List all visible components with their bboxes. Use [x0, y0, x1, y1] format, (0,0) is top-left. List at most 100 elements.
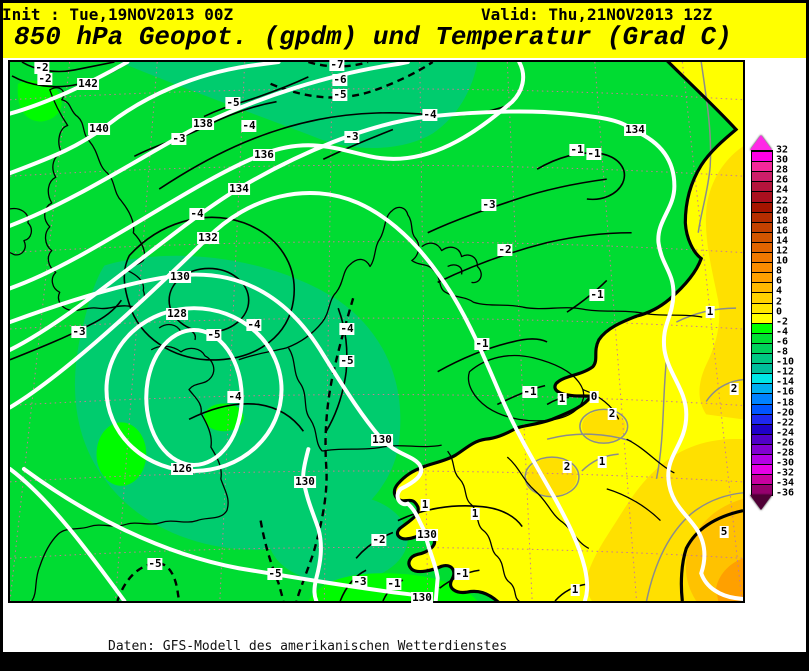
thin-isotherms	[10, 62, 632, 601]
temperature-label: 2	[562, 460, 572, 473]
map-canvas: 142 140 138 136 134 132 130 128 126 130 130 130 134 1…	[8, 58, 745, 604]
temperature-label: -4	[241, 119, 257, 132]
temperature-label: -4	[189, 207, 205, 220]
temperature-label: 1	[420, 498, 430, 511]
scale-tick-label: 14	[776, 235, 789, 247]
temperature-label: 1	[570, 583, 580, 596]
temperature-label: 1	[557, 392, 567, 405]
scale-tick-label: 6	[776, 275, 783, 287]
scale-tick-label: 20	[776, 205, 789, 217]
scale-band	[752, 211, 772, 223]
temperature-label: -1	[454, 567, 470, 580]
temperature-label: 0	[589, 390, 599, 403]
attribution-line-1: Daten: GFS-Modell des amerikanischen Wet…	[108, 639, 508, 654]
temperature-label: -1	[586, 147, 602, 160]
temperature-label: -1	[569, 143, 585, 156]
temperature-label: -5	[267, 567, 283, 580]
scale-band	[752, 363, 772, 375]
scale-tick-label: -24	[776, 427, 795, 439]
temperature-label: -2	[37, 72, 53, 85]
frame-left	[0, 0, 3, 671]
temperature-label: -5	[225, 96, 241, 109]
scale-band	[752, 292, 772, 304]
geopotential-contour-label: 136	[253, 148, 275, 161]
scale-band	[752, 342, 772, 354]
temperature-label: -7	[329, 58, 345, 71]
scale-tick-label: -8	[776, 346, 789, 358]
scale-band	[752, 403, 772, 415]
scale-tick-label: 22	[776, 195, 789, 206]
scale-tick-label: -26	[776, 437, 795, 449]
geopotential-contour-label: 140	[88, 122, 110, 135]
temperature-label: 1	[470, 507, 480, 520]
temperature-label: -5	[332, 88, 348, 101]
geopotential-contour-label: 130	[371, 433, 393, 446]
temperature-label: -4	[227, 390, 243, 403]
scale-tick-label: -30	[776, 457, 795, 469]
scale-band	[752, 443, 772, 455]
temperature-label: 2	[729, 382, 739, 395]
map-labels: 142 140 138 136 134 132 130 128 126 130 130 130 134 1…	[10, 58, 743, 604]
frame-right	[806, 0, 809, 671]
temperature-scale: 32 30 28 26 24 22 20 18 16 14 12 10 8 6 4 2 0 -2 -4 -6 -8 -10…	[750, 130, 809, 530]
geopotential-contour-label: 138	[192, 117, 214, 130]
scale-band	[752, 201, 772, 213]
temperature-label: -4	[339, 322, 355, 335]
scale-tick-label: 0	[776, 306, 783, 318]
scale-tick-label: 32	[776, 144, 789, 156]
scale-band	[752, 221, 772, 233]
temperature-label: -3	[481, 198, 497, 211]
scale-band	[752, 433, 772, 445]
temperature-label: -4	[246, 318, 262, 331]
scale-tick-label: 4	[776, 285, 783, 297]
scale-tick-label: -28	[776, 447, 795, 459]
temperature-scale-labels: 32 30 28 26 24 22 20 18 16 14 12 10 8 6 4 2 0 -2 -4 -6 -8 -10…	[776, 145, 808, 499]
scale-band	[752, 231, 772, 243]
geopotential-contour-label: 132	[197, 231, 219, 244]
valid-time-label: Valid: Thu,21NOV2013 12Z	[481, 5, 713, 24]
scale-band	[752, 322, 772, 334]
scale-arrow-up-icon	[750, 135, 772, 150]
scale-tick-label: 8	[776, 265, 783, 277]
scale-tick-label: -6	[776, 336, 789, 348]
scale-band	[752, 383, 772, 395]
temperature-scale-bands	[751, 150, 773, 496]
scale-tick-label: -32	[776, 467, 795, 479]
scale-band	[752, 373, 772, 385]
scale-tick-label: 26	[776, 174, 789, 186]
attribution: Daten: GFS-Modell des amerikanischen Wet…	[108, 609, 708, 671]
scale-band	[752, 181, 772, 193]
geopotential-contour-label: 130	[169, 270, 191, 283]
geopotential-contour-label: 130	[411, 591, 433, 604]
temperature-label: -3	[71, 325, 87, 338]
temperature-label: -3	[171, 132, 187, 145]
frame-bottom	[0, 652, 809, 671]
page-title: 850 hPa Geopot. (gpdm) und Temperatur (G…	[14, 22, 732, 52]
scale-band	[752, 161, 772, 173]
scale-tick-label: -4	[776, 326, 789, 338]
scale-band	[752, 413, 772, 425]
temperature-label: -2	[497, 243, 513, 256]
scale-band	[752, 454, 772, 466]
scale-band	[752, 302, 772, 314]
init-time-label: Init : Tue,19NOV2013 00Z	[2, 5, 234, 24]
scale-band	[752, 474, 772, 486]
geopotential-contour-label: 126	[171, 462, 193, 475]
temperature-label: -1	[522, 385, 538, 398]
init-time-row: Init : Tue,19NOV2013 00Z Valid: Thu,21NOV…	[2, 5, 807, 24]
scale-tick-label: -2	[776, 316, 789, 328]
geopotential-contour-label: 142	[77, 77, 99, 90]
scale-tick-label: 2	[776, 296, 783, 307]
temperature-label: 2	[607, 407, 617, 420]
scale-tick-label: -20	[776, 407, 795, 419]
zero-isotherm	[392, 62, 739, 601]
scale-band	[752, 282, 772, 294]
scale-tick-label: 24	[776, 184, 789, 196]
scale-tick-label: -10	[776, 356, 795, 368]
scale-band	[752, 312, 772, 324]
temperature-label: -3	[352, 575, 368, 588]
scale-band	[752, 332, 772, 344]
frame-top	[0, 0, 809, 3]
scale-tick-label: -14	[776, 376, 795, 388]
scale-tick-label: 30	[776, 154, 789, 166]
